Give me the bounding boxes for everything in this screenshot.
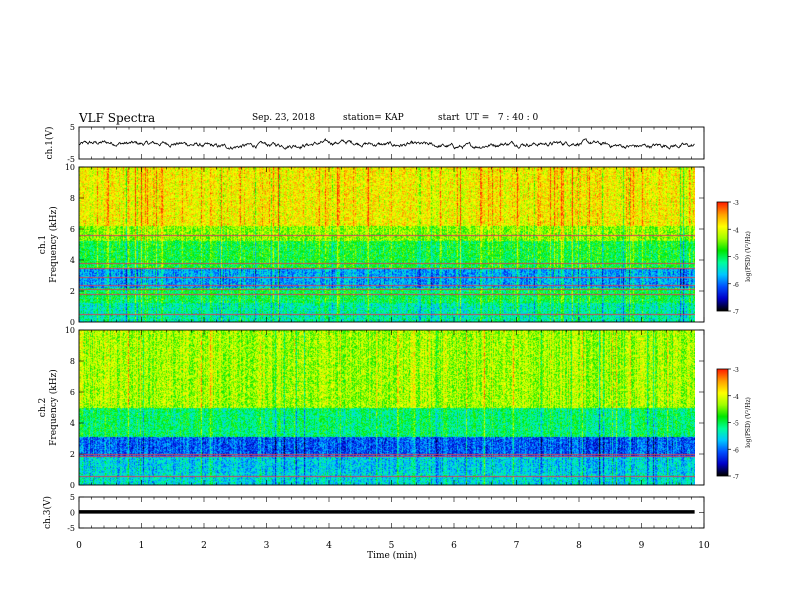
x-tick-label: 6	[451, 541, 457, 551]
ch3-waveform-ylabel: ch.3(V)	[42, 496, 53, 529]
x-tick-label: 7	[514, 541, 520, 551]
x-tick-label: 2	[201, 541, 207, 551]
x-tick-label: 1	[139, 541, 145, 551]
ch1-colorbar-tick-label: -6	[733, 282, 739, 289]
ch1-colorbar-tick-label: -4	[733, 227, 739, 234]
ch2-spectrogram-ytick-label: 6	[70, 388, 75, 397]
ch2-colorbar-tick-label: -3	[733, 367, 739, 374]
ch3-waveform-ytick-label: 5	[70, 493, 75, 502]
x-tick-label: 8	[576, 541, 582, 551]
ch1-spectrogram-image	[79, 167, 695, 322]
ch3-waveform-ytick-label: -5	[67, 524, 75, 533]
ch1-spectrogram-ytick-label: 0	[70, 318, 75, 327]
ch2-colorbar-tick-label: -5	[733, 421, 739, 428]
ch2-colorbar-tick-label: -4	[733, 394, 739, 401]
x-tick-label: 0	[76, 541, 82, 551]
ch2-spectrogram-ylabel2: Frequency (kHz)	[48, 369, 59, 446]
ch1-spectrogram-ylabel: ch.1	[38, 235, 48, 254]
ch1-colorbar-tick-label: -5	[733, 255, 739, 262]
ch2-spectrogram-image	[79, 330, 695, 485]
ch2-colorbar	[717, 369, 728, 476]
ch1-spectrogram-ytick-label: 10	[65, 163, 75, 172]
ch1-waveform-line	[78, 138, 695, 150]
ch1-waveform-ylabel: ch.1(V)	[44, 127, 55, 160]
ch1-waveform-ytick-label: 5	[70, 123, 75, 132]
ch1-spectrogram-ylabel2: Frequency (kHz)	[48, 206, 59, 283]
x-tick-label: 4	[326, 541, 332, 551]
ch2-colorbar-tick-label: -6	[733, 447, 739, 454]
station-label: station= KAP	[343, 113, 404, 123]
start-time-label: start UT = 7 : 40 : 0	[438, 113, 539, 123]
ch2-spectrogram-ytick-label: 4	[70, 419, 75, 428]
ch1-spectrogram-ytick-label: 2	[70, 287, 75, 296]
ch2-colorbar-label: log(PSD) (V²/Hz)	[745, 397, 752, 448]
x-tick-label: 5	[389, 541, 395, 551]
ch1-spectrogram-ytick-label: 4	[70, 256, 75, 265]
ch2-colorbar-tick-label: -7	[733, 474, 739, 481]
ch1-colorbar-label: log(PSD) (V²/Hz)	[745, 231, 752, 282]
ch2-spectrogram-ytick-label: 8	[70, 357, 75, 366]
date-label: Sep. 23, 2018	[252, 113, 316, 123]
ch2-spectrogram-ytick-label: 10	[65, 326, 75, 335]
ch2-spectrogram-ytick-label: 2	[70, 450, 75, 459]
x-tick-label: 3	[264, 541, 270, 551]
x-axis-label: Time (min)	[367, 550, 417, 561]
ch2-spectrogram-ytick-label: 0	[70, 481, 75, 490]
ch1-colorbar-tick-label: -7	[733, 309, 739, 316]
ch1-spectrogram-ytick-label: 6	[70, 225, 75, 234]
ch2-spectrogram-ylabel: ch.2	[38, 398, 48, 417]
ch1-spectrogram-ytick-label: 8	[70, 194, 75, 203]
ch1-waveform-ytick-label: -5	[67, 155, 75, 164]
ch3-waveform-ytick-label: 0	[70, 509, 75, 518]
figure-title: VLF Spectra	[79, 111, 156, 125]
ch1-colorbar	[717, 202, 728, 311]
ch1-colorbar-tick-label: -3	[733, 200, 739, 207]
x-tick-label: 10	[698, 541, 710, 551]
x-tick-label: 9	[639, 541, 645, 551]
